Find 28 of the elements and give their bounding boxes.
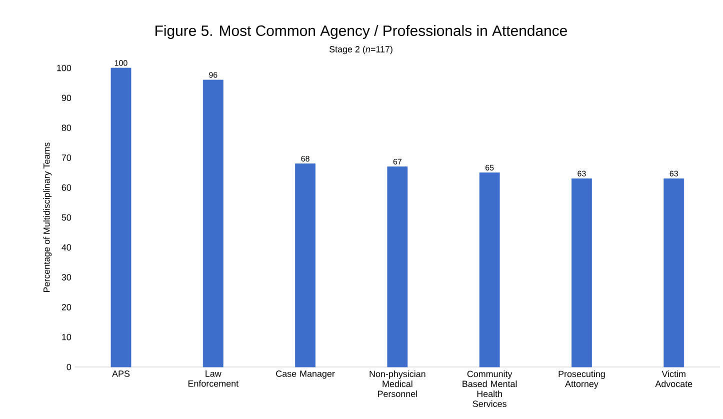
y-tick-label: 70	[62, 154, 72, 161]
x-tick-label: Victim Advocate	[655, 370, 692, 388]
x-tick-label: Case Manager	[276, 370, 335, 379]
bar	[202, 80, 224, 368]
chart-title: Figure 5. Most Common Agency / Professionals in Attendance	[156, 25, 567, 39]
bar	[295, 163, 316, 368]
bar	[572, 178, 592, 368]
y-tick-label: 90	[62, 94, 72, 102]
x-tick-label: APS	[112, 370, 130, 377]
x-tick-label: Community Based Mental Health Services	[462, 370, 517, 407]
y-tick-label: 10	[62, 334, 72, 340]
bar	[387, 166, 408, 368]
bar	[479, 172, 500, 368]
chart-subtitle: Stage 2 (n=117)	[329, 46, 392, 54]
y-axis-title: Percentage of Multidisciplinary Teams	[43, 142, 52, 292]
y-tick-label: 30	[62, 274, 72, 280]
y-tick-label: 0	[66, 364, 72, 370]
bar	[664, 178, 684, 368]
x-tick-label: Law Enforcement	[188, 370, 238, 387]
y-tick-label: 20	[62, 304, 72, 310]
bar	[110, 68, 132, 368]
y-tick-label: 50	[62, 214, 72, 221]
y-tick-label: 40	[62, 244, 72, 251]
x-tick-label: Non-physician Medical Personnel	[370, 370, 426, 398]
y-tick-label: 80	[62, 124, 72, 131]
y-tick-label: 60	[62, 184, 72, 191]
x-tick-label: Prosecuting Attorney	[558, 370, 605, 389]
y-tick-label: 100	[57, 64, 72, 72]
